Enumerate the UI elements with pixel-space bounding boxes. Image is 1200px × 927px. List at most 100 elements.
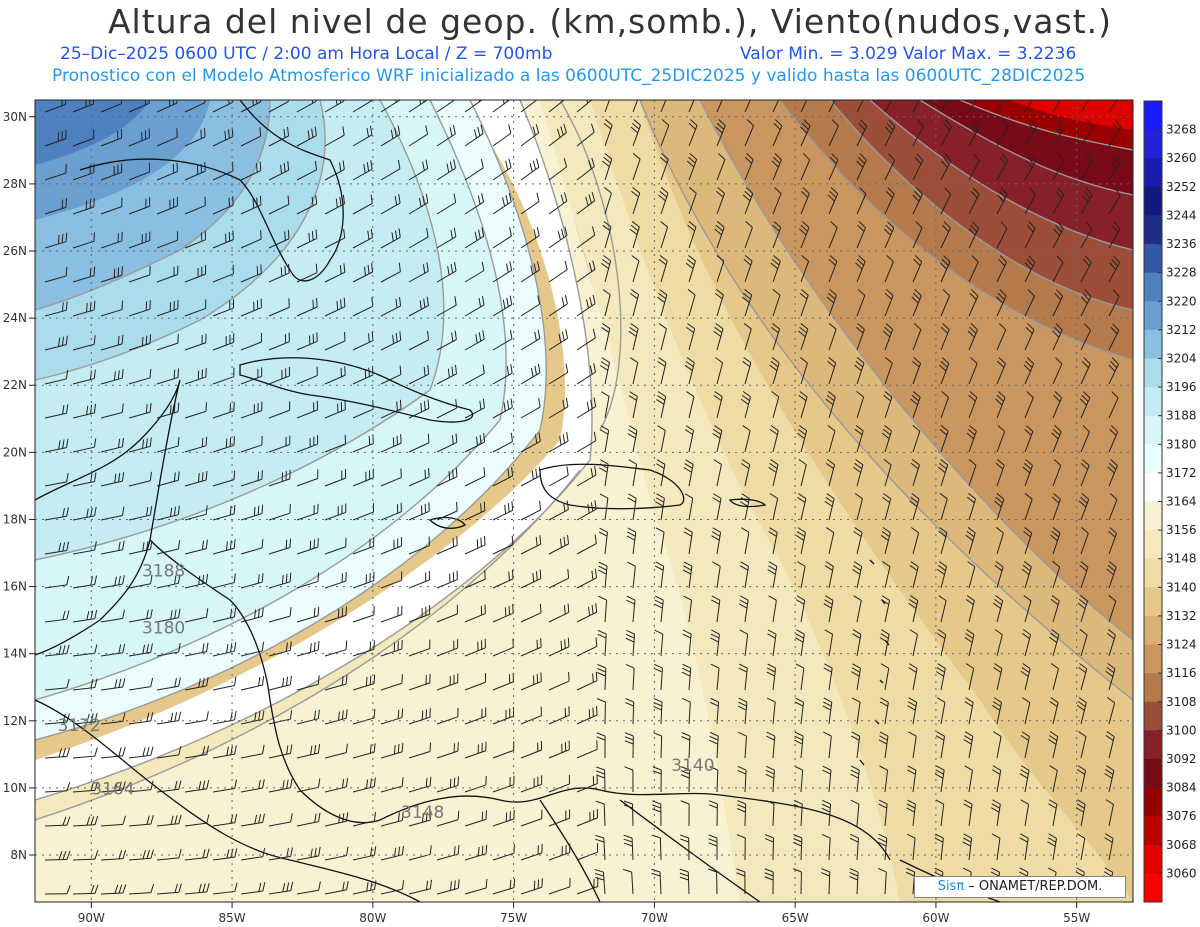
wind-barb: [595, 800, 606, 827]
wind-barb: [1047, 833, 1057, 861]
wind-barb: [184, 402, 207, 419]
wind-barb: [548, 466, 569, 487]
wind-barb: [100, 609, 125, 623]
wind-barb: [268, 744, 293, 759]
wind-barb: [907, 697, 918, 725]
wind-barb: [492, 878, 516, 895]
wind-barb: [464, 810, 487, 827]
colorbar-swatch: [1144, 873, 1162, 903]
wind-barb: [879, 765, 889, 793]
wind-barb: [679, 868, 690, 895]
wind-barb: [184, 745, 210, 759]
wind-barb: [1024, 255, 1036, 283]
wind-barb: [324, 229, 346, 249]
colorbar-swatch: [1144, 844, 1162, 874]
wind-barb: [880, 595, 891, 623]
wind-barb: [520, 329, 541, 351]
wind-barb: [853, 459, 864, 487]
wind-barb: [596, 732, 606, 759]
wind-barb: [464, 604, 486, 623]
wind-barb: [1020, 799, 1030, 827]
colorbar-label: 3084: [1166, 781, 1197, 795]
wind-barb: [100, 506, 125, 521]
wind-barb: [268, 847, 293, 861]
wind-barb: [602, 221, 612, 249]
wind-barb: [352, 880, 377, 895]
wind-barb: [799, 221, 810, 249]
wind-barb: [625, 698, 635, 725]
wind-barb: [681, 697, 691, 725]
wind-barb: [1108, 153, 1122, 181]
wind-barb: [464, 261, 485, 283]
wind-barb: [1107, 459, 1118, 487]
wind-barb: [1106, 561, 1117, 589]
wind-barb: [324, 434, 346, 453]
wind-barb: [324, 126, 345, 147]
wind-barb: [548, 363, 569, 385]
wind-barb: [548, 329, 569, 351]
wind-barb: [212, 401, 235, 419]
wind-barb: [296, 366, 318, 385]
wind-barb: [938, 357, 950, 385]
wind-barb: [1108, 187, 1121, 215]
colorbar-label: 3124: [1166, 638, 1197, 652]
wind-barb: [436, 124, 456, 147]
wind-barb: [654, 595, 664, 623]
wind-barb: [686, 323, 696, 351]
wind-barb: [380, 845, 404, 861]
wind-barb: [688, 100, 695, 113]
wind-barb: [408, 159, 429, 181]
wind-barb: [408, 502, 430, 521]
wind-barb: [798, 323, 809, 351]
wind-barb: [795, 663, 805, 691]
wind-barb: [1108, 527, 1118, 555]
wind-barb: [296, 435, 319, 453]
wind-barb: [1052, 221, 1064, 249]
wind-barb: [912, 357, 922, 385]
wind-barb: [710, 629, 720, 657]
wind-barb: [128, 128, 150, 147]
wind-barb: [1024, 100, 1033, 113]
wind-barb: [408, 536, 430, 555]
wind-barb: [656, 391, 667, 419]
wind-barb: [939, 493, 948, 521]
wind-barb: [821, 868, 831, 895]
wind-barb: [996, 255, 1007, 283]
lat-tick-label: 22N: [3, 378, 27, 392]
wind-barb: [765, 765, 775, 793]
wind-barb: [828, 153, 839, 181]
wind-barb: [739, 493, 750, 521]
wind-barb: [100, 678, 126, 691]
wind-barb: [796, 595, 806, 623]
wind-barb: [624, 732, 634, 759]
wind-barb: [688, 187, 697, 215]
wind-barb: [968, 153, 980, 181]
colorbar-swatch: [1144, 101, 1162, 131]
wind-barb: [100, 540, 125, 555]
wind-barb: [660, 119, 670, 147]
wind-barb: [548, 226, 568, 249]
wind-barb: [965, 663, 975, 691]
wind-barb: [576, 740, 598, 759]
colorbar-swatch: [1144, 244, 1162, 274]
wind-barb: [967, 561, 976, 589]
wind-barb: [156, 574, 181, 589]
wind-barb: [72, 747, 98, 759]
wind-barb: [1079, 561, 1089, 589]
wind-barb: [767, 561, 778, 589]
wind-barb: [739, 561, 750, 589]
wind-barb: [687, 221, 697, 249]
wind-barb: [156, 402, 180, 419]
wind-barb: [464, 467, 486, 487]
wind-barb: [240, 813, 265, 827]
colorbar-label: 3068: [1166, 838, 1197, 852]
wind-barb: [156, 162, 178, 181]
wind-barb: [716, 255, 725, 283]
wind-barb: [548, 260, 568, 283]
wind-barb: [964, 765, 973, 793]
wind-barb: [324, 503, 347, 521]
wind-barb: [1024, 323, 1035, 351]
wind-barb: [1024, 221, 1036, 249]
wind-barb: [184, 814, 210, 827]
wind-barb: [823, 731, 832, 759]
